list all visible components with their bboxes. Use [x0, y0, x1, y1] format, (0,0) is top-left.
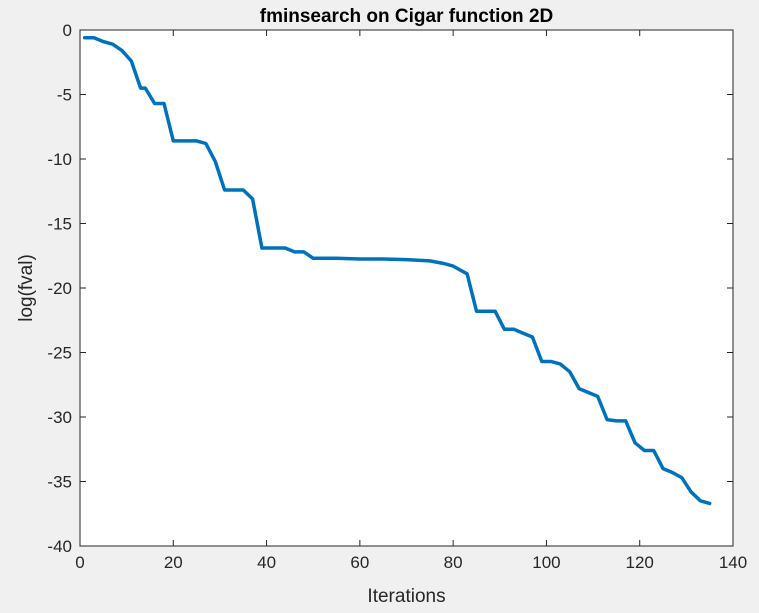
y-tick-label: -35 [47, 473, 72, 492]
x-tick-label: 60 [350, 553, 369, 572]
x-tick-label: 40 [257, 553, 276, 572]
axes-box [79, 29, 734, 547]
plot-area [80, 30, 733, 546]
x-axis-label: Iterations [367, 586, 445, 607]
x-tick-label: 120 [626, 553, 654, 572]
x-axis-ticks: 0 20 40 60 80 100 120 140 [75, 30, 747, 572]
y-axis-label: log(fval) [16, 254, 37, 322]
y-tick-label: -10 [47, 150, 72, 169]
y-axis-ticks: 0 -5 -10 -15 -20 -25 -30 -35 -40 [47, 21, 733, 556]
y-tick-label: -40 [47, 537, 72, 556]
x-tick-label: 0 [75, 553, 84, 572]
y-tick-label: -5 [57, 86, 72, 105]
y-tick-label: -25 [47, 344, 72, 363]
x-tick-label: 100 [532, 553, 560, 572]
x-tick-label: 20 [164, 553, 183, 572]
chart-title: fminsearch on Cigar function 2D [260, 6, 553, 27]
y-tick-label: 0 [63, 21, 72, 40]
x-tick-label: 140 [719, 553, 747, 572]
x-tick-label: 80 [444, 553, 463, 572]
y-tick-label: -30 [47, 408, 72, 427]
series-line [82, 35, 712, 506]
y-tick-label: -15 [47, 215, 72, 234]
y-tick-label: -20 [47, 279, 72, 298]
